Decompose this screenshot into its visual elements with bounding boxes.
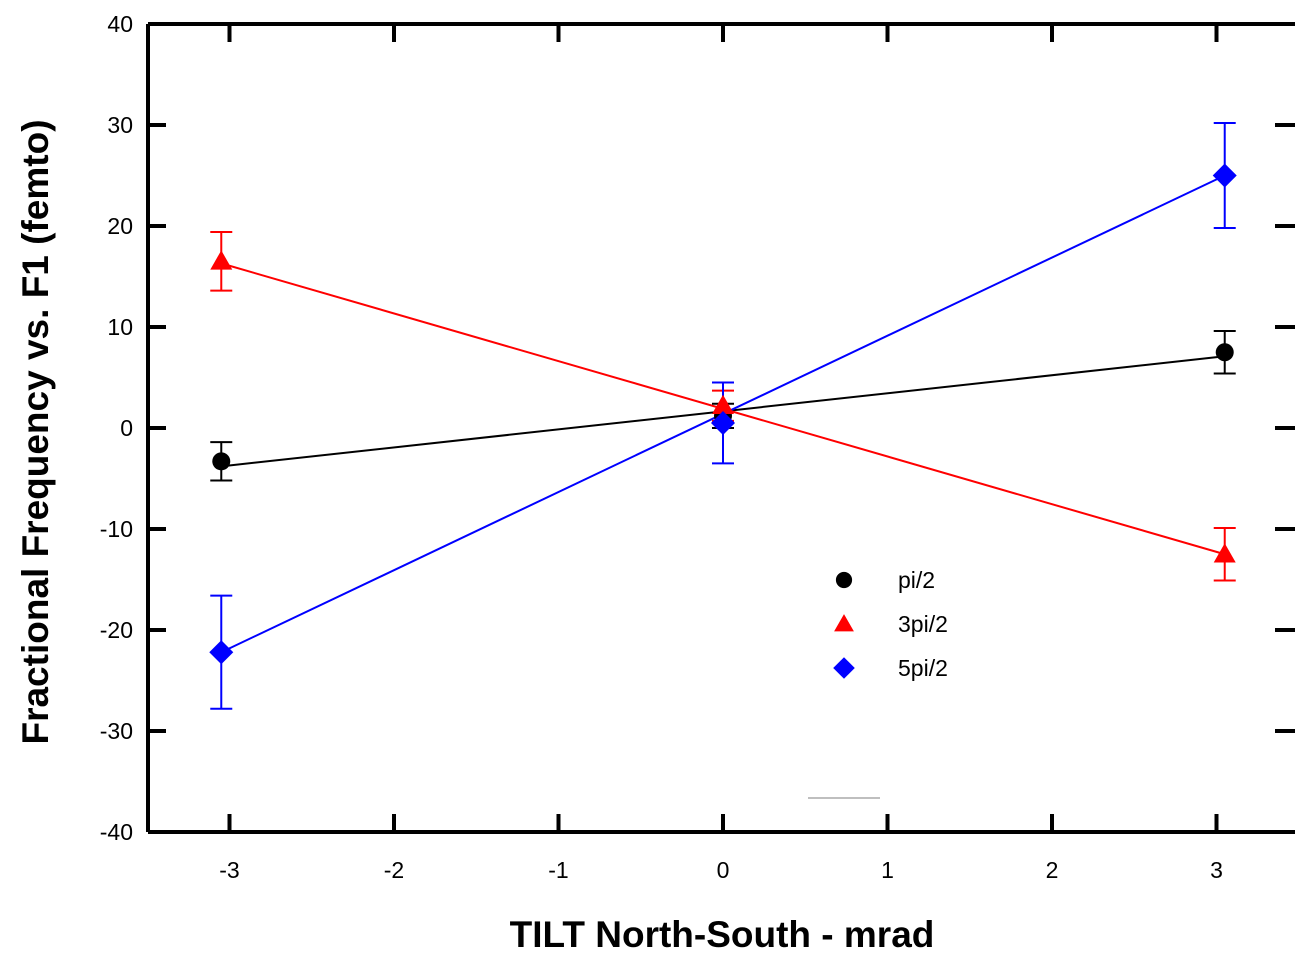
point-3pi-2 — [712, 394, 734, 415]
y-tick-label: -10 — [100, 516, 133, 542]
point-3pi-2 — [1213, 543, 1236, 563]
legend-marker-3pi-2 — [834, 614, 854, 632]
y-tick-label: 0 — [120, 415, 133, 441]
legend-label: 3pi/2 — [898, 611, 948, 637]
point-5pi-2 — [711, 410, 735, 435]
y-axis-title: Fractional Frequency vs. F1 (femto) — [15, 119, 56, 744]
point-pi-2 — [212, 452, 231, 471]
legend: pi/2 3pi/2 5pi/2 — [833, 567, 948, 681]
x-tick-label: -3 — [219, 857, 239, 883]
x-axis-title: TILT North-South - mrad — [510, 914, 935, 955]
x-tick-label: 3 — [1210, 857, 1223, 883]
y-tick-label: 10 — [107, 314, 133, 340]
y-tick-label: -20 — [100, 617, 133, 643]
point-pi-2 — [1215, 343, 1234, 362]
y-tick-label: 20 — [107, 213, 133, 239]
y-tick-label: -40 — [100, 819, 133, 845]
legend-label: 5pi/2 — [898, 655, 948, 681]
y-tick-label: 40 — [107, 11, 133, 37]
y-tick-label: -30 — [100, 718, 133, 744]
x-tick-label: 1 — [881, 857, 894, 883]
y-tick-label: 30 — [107, 112, 133, 138]
tick-marks — [148, 22, 1295, 834]
data-points — [209, 163, 1237, 665]
legend-marker-5pi-2 — [833, 657, 855, 679]
legend-marker-pi-2 — [835, 571, 853, 589]
x-tick-label: -1 — [548, 857, 568, 883]
x-tick-label: 2 — [1046, 857, 1059, 883]
point-3pi-2 — [210, 250, 233, 270]
point-5pi-2 — [209, 640, 234, 665]
legend-label: pi/2 — [898, 567, 935, 593]
x-tick-label: -2 — [384, 857, 404, 883]
x-tick-label: 0 — [717, 857, 730, 883]
point-5pi-2 — [1212, 163, 1237, 188]
